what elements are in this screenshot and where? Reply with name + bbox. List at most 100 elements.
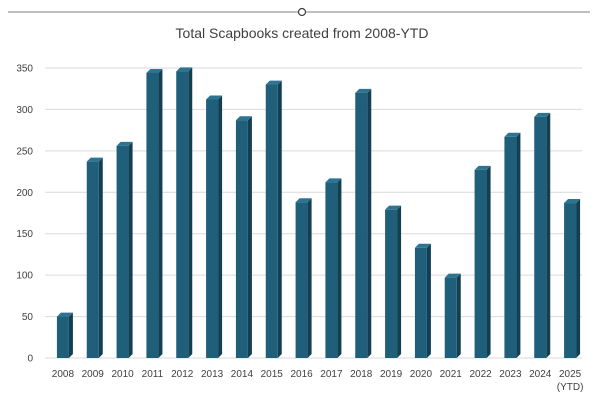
x-tick-label-2021: 2021 <box>440 369 463 380</box>
bar-side-2008 <box>68 312 73 358</box>
bar-2016 <box>295 198 312 358</box>
bar-2014 <box>235 116 252 358</box>
bar-front-2009 <box>86 161 99 358</box>
bar-side-2009 <box>98 157 103 358</box>
bar-front-2019 <box>385 209 398 358</box>
x-tick-label-2011: 2011 <box>142 369 164 380</box>
bar-top-2019 <box>385 205 402 210</box>
bar-2022 <box>474 165 491 358</box>
x-tick-label-2014: 2014 <box>231 369 254 380</box>
bar-side-2025 <box>576 199 581 358</box>
bar-top-2008 <box>56 312 73 317</box>
bar-side-2017 <box>337 178 342 358</box>
bar-2019 <box>385 205 402 358</box>
y-tick-label-300: 300 <box>16 105 33 116</box>
bar-side-2021 <box>456 273 461 358</box>
bar-2015 <box>265 80 282 359</box>
y-tick-label-200: 200 <box>16 188 33 199</box>
y-tick-label-50: 50 <box>22 312 34 323</box>
x-tick-label-2020: 2020 <box>410 369 433 380</box>
bar-2017 <box>325 178 342 358</box>
bar-top-2020 <box>414 243 431 248</box>
bar-2024 <box>534 112 551 358</box>
x-tick-label-2012: 2012 <box>171 369 194 380</box>
bar-side-2019 <box>397 205 402 358</box>
gridlines <box>45 67 582 359</box>
bar-side-2024 <box>546 112 551 358</box>
bar-front-2015 <box>265 84 278 359</box>
bar-top-2013 <box>206 95 223 100</box>
bar-top-2017 <box>325 178 342 183</box>
bar-side-2011 <box>158 68 163 358</box>
bar-front-2010 <box>116 145 129 358</box>
bar-side-2015 <box>277 80 282 359</box>
bar-front-2020 <box>414 247 427 358</box>
bar-top-2011 <box>146 68 163 73</box>
bar-top-2012 <box>176 67 193 72</box>
y-tick-label-250: 250 <box>16 146 33 157</box>
bars <box>56 67 581 359</box>
bar-2021 <box>444 273 461 358</box>
bar-top-2016 <box>295 198 312 203</box>
bar-2010 <box>116 141 133 358</box>
x-tick-label-2022: 2022 <box>469 369 492 380</box>
bar-2012 <box>176 67 193 359</box>
resize-handle[interactable] <box>297 7 307 17</box>
bar-front-2013 <box>206 99 219 358</box>
bar-side-2012 <box>188 67 193 359</box>
bar-side-2013 <box>218 95 223 358</box>
y-axis-tick-labels: 0 50 100 150 200 250 300 350 <box>16 64 33 365</box>
bar-side-2022 <box>486 165 491 358</box>
x-tick-label-2023: 2023 <box>499 369 522 380</box>
bar-top-2014 <box>235 116 252 121</box>
bar-2008 <box>56 312 73 358</box>
bar-2009 <box>86 157 103 358</box>
bar-front-2014 <box>235 120 248 358</box>
bar-top-2023 <box>504 132 521 137</box>
bar-side-2014 <box>247 116 252 358</box>
y-tick-label-0: 0 <box>27 354 33 365</box>
bar-top-2022 <box>474 165 491 170</box>
bar-2023 <box>504 132 521 358</box>
x-tick-label-2018: 2018 <box>350 369 373 380</box>
bar-front-2023 <box>504 136 517 358</box>
bar-top-2009 <box>86 157 103 162</box>
x-tick-label-2024: 2024 <box>529 369 552 380</box>
chart-title: Total Scapbooks created from 2008-YTD <box>176 25 429 41</box>
bar-2025 <box>564 199 581 358</box>
bar-front-2017 <box>325 182 338 358</box>
bar-side-2020 <box>426 243 431 358</box>
y-tick-label-150: 150 <box>16 229 33 240</box>
bar-front-2022 <box>474 169 487 358</box>
x-tick-sublabel-2025: (YTD) <box>557 382 584 393</box>
x-tick-label-2015: 2015 <box>261 369 284 380</box>
x-tick-label-2016: 2016 <box>290 369 313 380</box>
x-tick-label-2017: 2017 <box>320 369 343 380</box>
bar-2011 <box>146 68 163 358</box>
x-tick-label-2013: 2013 <box>201 369 224 380</box>
x-tick-label-2025: 2025 <box>559 369 582 380</box>
bar-side-2016 <box>307 198 312 358</box>
bar-front-2018 <box>355 92 368 358</box>
y-tick-label-100: 100 <box>16 271 33 282</box>
bar-2020 <box>414 243 431 358</box>
bar-front-2008 <box>56 316 69 358</box>
bar-top-2025 <box>564 199 581 204</box>
bar-front-2021 <box>444 277 457 358</box>
bar-2018 <box>355 88 372 358</box>
bar-top-2010 <box>116 141 133 146</box>
x-tick-label-2010: 2010 <box>111 369 134 380</box>
x-axis-tick-labels: 2008 2009 2010 2011 2012 2013 2014 2015 2016 2017… <box>52 369 584 393</box>
bar-2013 <box>206 95 223 358</box>
bar-side-2010 <box>128 141 133 358</box>
bar-side-2023 <box>516 132 521 358</box>
bar-front-2025 <box>564 203 577 358</box>
bar-front-2011 <box>146 72 159 358</box>
bar-top-2021 <box>444 273 461 278</box>
bar-front-2012 <box>176 71 189 359</box>
bar-top-2015 <box>265 80 282 85</box>
x-tick-label-2019: 2019 <box>380 369 403 380</box>
chart-frame-top <box>8 7 590 17</box>
bar-front-2024 <box>534 116 547 358</box>
